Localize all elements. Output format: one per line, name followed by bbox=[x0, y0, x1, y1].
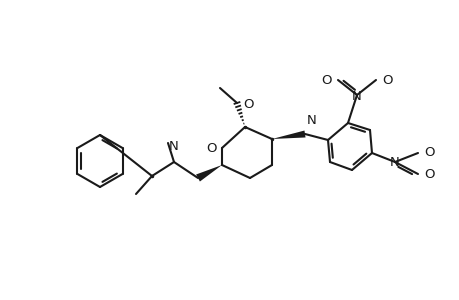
Text: O: O bbox=[381, 74, 392, 86]
Text: O: O bbox=[423, 167, 434, 181]
Polygon shape bbox=[271, 130, 305, 139]
Polygon shape bbox=[196, 165, 222, 181]
Text: N: N bbox=[169, 140, 179, 153]
Text: N: N bbox=[351, 89, 361, 103]
Text: O: O bbox=[423, 146, 434, 160]
Text: O: O bbox=[321, 74, 331, 86]
Text: N: N bbox=[306, 114, 316, 127]
Text: N: N bbox=[389, 155, 399, 169]
Text: O: O bbox=[242, 98, 253, 110]
Text: O: O bbox=[206, 142, 217, 154]
